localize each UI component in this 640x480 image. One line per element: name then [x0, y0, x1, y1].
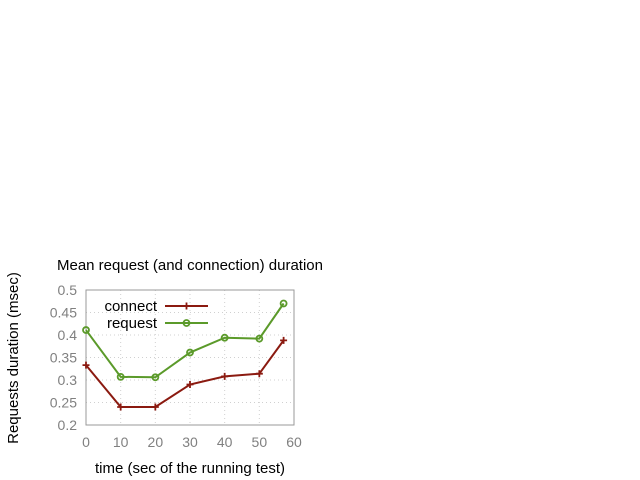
- x-tick-label: 60: [286, 434, 302, 450]
- y-tick-label: 0.2: [58, 417, 78, 433]
- legend-label: connect: [104, 298, 157, 315]
- data-point: [221, 372, 229, 380]
- chart-title: Mean request (and connection) duration: [57, 257, 323, 274]
- series-connect: [82, 336, 288, 411]
- x-tick-label: 50: [252, 434, 268, 450]
- series: [82, 299, 288, 411]
- data-point: [117, 403, 125, 411]
- series-line: [85, 302, 285, 379]
- y-tick-label: 0.45: [50, 305, 77, 321]
- data-point: [116, 372, 125, 381]
- legend-label: request: [107, 315, 158, 332]
- data-point: [255, 334, 264, 343]
- y-axis-ticks: 0.2 0.25 0.3 0.35 0.4 0.45 0.5: [50, 282, 77, 433]
- data-point: [220, 333, 229, 342]
- x-tick-label: 40: [217, 434, 233, 450]
- plot-border: [85, 289, 295, 426]
- x-tick-label: 20: [148, 434, 164, 450]
- y-tick-label: 0.35: [50, 350, 77, 366]
- data-point: [280, 336, 288, 344]
- legend-swatch: [165, 319, 208, 327]
- data-point: [279, 299, 288, 308]
- data-point: [182, 319, 191, 327]
- y-tick-label: 0.5: [58, 282, 78, 298]
- data-point: [255, 370, 263, 378]
- x-axis-label: time (sec of the running test): [95, 460, 285, 477]
- y-axis-label: Requests duration (msec): [5, 272, 22, 444]
- data-point: [151, 403, 159, 411]
- x-tick-label: 10: [113, 434, 129, 450]
- series-request: [82, 299, 288, 382]
- data-point: [82, 326, 90, 334]
- data-point: [82, 361, 90, 369]
- y-tick-label: 0.25: [50, 395, 77, 411]
- data-point: [186, 381, 194, 388]
- y-tick-label: 0.3: [58, 372, 78, 388]
- x-tick-label: 30: [182, 434, 198, 450]
- y-tick-label: 0.4: [58, 327, 78, 343]
- series-line: [85, 339, 285, 408]
- x-tick-label: 0: [82, 434, 90, 450]
- data-point: [183, 302, 190, 310]
- x-axis-ticks: 0 10 20 30 40 50 60: [82, 434, 302, 450]
- legend-swatch: [165, 302, 208, 310]
- data-point: [151, 373, 160, 382]
- grid: [86, 290, 294, 425]
- data-point: [186, 348, 194, 357]
